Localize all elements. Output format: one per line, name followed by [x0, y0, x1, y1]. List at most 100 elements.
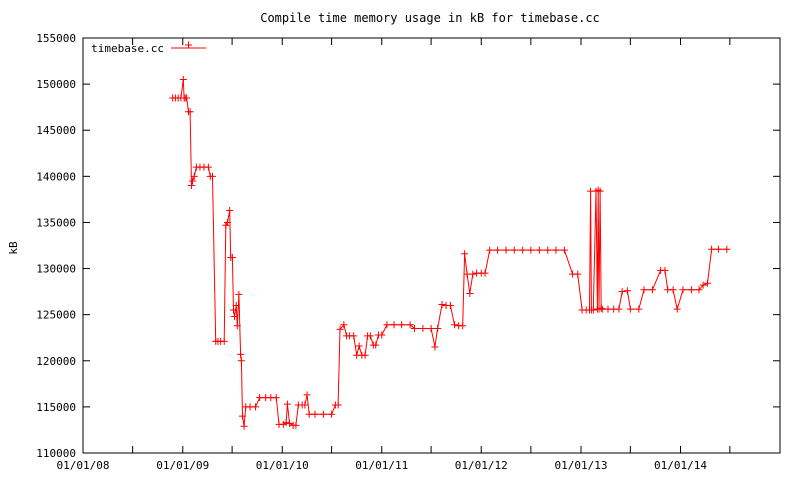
data-point — [597, 304, 605, 312]
data-point — [687, 286, 695, 294]
data-point — [695, 286, 703, 294]
data-point — [340, 321, 348, 329]
data-point — [187, 182, 195, 190]
data-point — [673, 305, 681, 313]
data-point — [510, 246, 518, 254]
data-point — [232, 301, 240, 309]
x-tick-label: 01/01/11 — [355, 459, 408, 472]
data-point — [361, 351, 369, 359]
data-point — [237, 350, 245, 358]
data-point — [383, 321, 391, 329]
data-point — [574, 270, 582, 278]
data-point — [434, 325, 442, 332]
y-tick-label: 125000 — [36, 309, 76, 322]
data-point — [438, 301, 446, 309]
data-point — [427, 325, 435, 332]
y-axis-ticks: 110000 115000 120000 125000 130000 135000 1400… — [36, 32, 780, 460]
legend-label: timebase.cc — [91, 42, 164, 55]
data-point — [419, 325, 427, 332]
data-point — [350, 332, 358, 340]
data-point — [669, 286, 677, 294]
data-point — [544, 246, 552, 254]
data-point — [231, 313, 239, 321]
data-point — [626, 305, 634, 313]
data-point — [272, 394, 280, 402]
data-point — [208, 172, 216, 180]
data-point — [282, 419, 290, 427]
data-point — [552, 246, 560, 254]
data-point — [486, 246, 494, 254]
data-point — [226, 206, 234, 214]
data-point — [461, 250, 469, 258]
x-tick-label: 01/01/12 — [455, 459, 508, 472]
data-point — [714, 245, 722, 253]
data-point — [292, 421, 300, 429]
plot-frame — [82, 37, 781, 454]
data-point — [560, 246, 568, 254]
data-point — [406, 321, 414, 329]
data-point — [635, 305, 643, 313]
data-point — [366, 332, 374, 340]
data-point — [679, 286, 687, 294]
data-point — [183, 94, 191, 102]
data-point — [237, 357, 245, 365]
data-point — [190, 172, 198, 180]
data-point — [708, 245, 716, 253]
chart-title: Compile time memory usage in kB for time… — [260, 11, 600, 25]
data-point — [469, 270, 477, 278]
data-point — [228, 253, 236, 261]
data-point — [589, 306, 597, 314]
data-point — [431, 343, 439, 351]
data-point — [334, 401, 342, 409]
y-tick-label: 140000 — [36, 170, 76, 183]
series-line — [172, 79, 727, 427]
data-point — [186, 108, 194, 116]
data-point — [618, 288, 626, 296]
data-point — [240, 422, 248, 430]
legend: timebase.cc — [91, 41, 206, 55]
x-tick-label: 01/01/10 — [256, 459, 309, 472]
data-point — [648, 286, 656, 294]
data-point — [502, 246, 510, 254]
y-axis-label: kB — [7, 241, 20, 255]
data-point — [615, 305, 623, 313]
data-point — [398, 321, 406, 329]
data-point — [451, 321, 459, 329]
x-tick-label: 01/01/09 — [156, 459, 209, 472]
y-tick-label: 135000 — [36, 216, 76, 229]
x-axis-ticks: 01/01/08 01/01/09 01/01/10 01/01/11 01/01/12… — [57, 38, 781, 472]
data-point — [535, 246, 543, 254]
data-point — [303, 391, 311, 399]
data-point — [623, 287, 631, 295]
x-tick-label: 01/01/13 — [555, 459, 608, 472]
data-point — [189, 177, 197, 185]
data-point — [494, 246, 502, 254]
data-point — [319, 410, 327, 418]
data-point — [699, 281, 707, 289]
y-tick-label: 145000 — [36, 124, 76, 137]
data-point — [519, 246, 527, 254]
y-tick-label: 115000 — [36, 401, 76, 414]
y-tick-label: 120000 — [36, 355, 76, 368]
y-tick-label: 150000 — [36, 78, 76, 91]
y-tick-label: 155000 — [36, 32, 76, 45]
legend-marker — [185, 41, 192, 49]
series-layer — [169, 76, 731, 430]
data-point — [355, 342, 363, 350]
data-point — [446, 301, 454, 309]
data-point — [283, 400, 291, 408]
y-tick-label: 130000 — [36, 263, 76, 276]
data-point — [223, 218, 231, 226]
data-point — [229, 306, 237, 314]
data-point — [390, 321, 398, 329]
y-tick-label: 110000 — [36, 447, 76, 460]
data-point — [311, 410, 319, 418]
data-point — [328, 410, 336, 418]
data-point — [466, 289, 474, 297]
data-point — [481, 269, 489, 277]
data-point — [301, 401, 309, 409]
data-point — [233, 322, 241, 330]
data-point — [204, 163, 212, 171]
data-point — [703, 279, 711, 287]
